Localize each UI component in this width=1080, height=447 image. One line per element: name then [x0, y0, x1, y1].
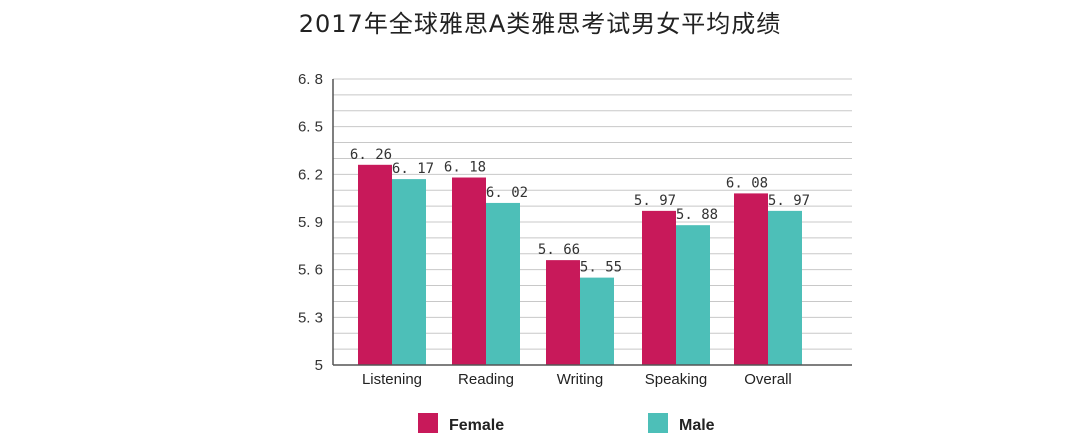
data-labels: 6. 266. 17 6. 186. 025. 665. 555. 975. 88…	[350, 147, 810, 276]
y-tick-label: 5. 3	[298, 309, 323, 326]
bar-female-speaking	[642, 210, 676, 365]
y-tick-label: 5. 9	[298, 214, 323, 231]
data-label: 5. 88	[676, 207, 718, 223]
x-tick-label: Listening	[362, 371, 422, 388]
bar-male-writing	[580, 277, 614, 365]
legend-label: Female	[449, 417, 504, 434]
legend-swatch-male	[648, 413, 668, 433]
y-tick-label: 6. 5	[298, 119, 323, 136]
legend-swatch-female	[418, 413, 438, 433]
bar-male-listening	[392, 179, 426, 365]
y-tick-label: 6. 8	[298, 71, 323, 88]
data-label: 5. 66	[538, 242, 580, 258]
data-label: 5. 97	[768, 193, 810, 209]
bar-male-reading	[486, 202, 520, 365]
y-tick-label: 5	[315, 357, 323, 374]
data-label: 5. 55	[580, 260, 622, 276]
y-tick-label: 6. 2	[298, 166, 323, 183]
y-tick-label: 5. 6	[298, 262, 323, 279]
legend-label: Male	[679, 417, 715, 434]
x-tick-label: Writing	[557, 371, 603, 388]
data-label: 6. 02	[486, 185, 528, 201]
bar-female-writing	[546, 260, 580, 365]
data-label: 6. 26	[350, 147, 392, 163]
data-label: 5. 97	[634, 193, 676, 209]
x-tick-label: Speaking	[645, 371, 708, 388]
x-tick-label: Reading	[458, 371, 514, 388]
axes: 5 5. 3 5. 6 5. 9 6. 2 6. 5 6. 8 Listening Readin…	[298, 71, 852, 388]
bar-male-speaking	[676, 225, 710, 365]
bar-female-overall	[734, 193, 768, 365]
x-tick-label: Overall	[744, 371, 792, 388]
chart-title: 2017年全球雅思A类雅思考试男女平均成绩	[298, 10, 782, 38]
data-label: 6. 08	[726, 175, 768, 191]
legend: Female Male	[418, 413, 715, 434]
bars	[358, 164, 802, 365]
data-label: 6. 18	[444, 160, 486, 176]
bar-female-reading	[452, 177, 486, 365]
bar-female-listening	[358, 164, 392, 365]
bar-male-overall	[768, 210, 802, 365]
data-label: 6. 17	[392, 161, 434, 177]
